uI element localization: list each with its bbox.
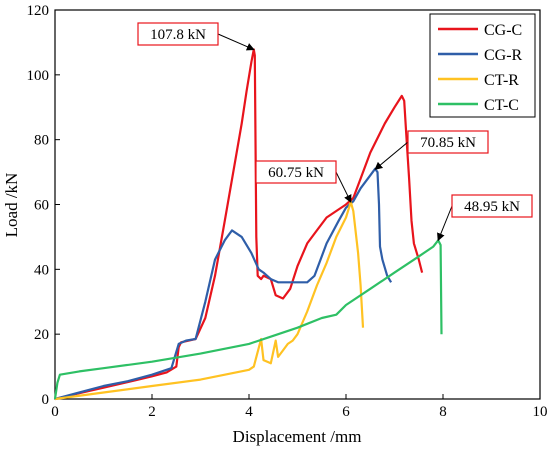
y-tick-label: 20 [34, 327, 49, 343]
annotation-box [407, 130, 489, 154]
x-tick-label: 2 [148, 404, 156, 420]
series-line-cg-c [54, 48, 424, 401]
series-line-cg-r [54, 167, 393, 401]
annotation-arrow [437, 205, 453, 242]
x-axis-title: Displacement /mm [233, 427, 362, 446]
y-tick-label: 60 [34, 198, 49, 214]
annotation-box [451, 194, 533, 218]
legend-box [429, 13, 536, 118]
legend-label: CT-R [484, 72, 519, 89]
x-tick-label: 8 [439, 404, 447, 420]
annotation-label: 107.8 kN [150, 27, 206, 43]
legend-label: CT-C [484, 97, 519, 114]
y-axis-ticks: 0 20 40 60 80 100 120 [27, 3, 60, 408]
annotation-label: 48.95 kN [464, 199, 520, 215]
x-tick-label: 10 [533, 404, 548, 420]
x-axis-ticks: 0 2 4 6 8 10 [51, 394, 548, 420]
y-tick-label: 80 [34, 133, 49, 149]
y-axis-title: Load /kN [2, 173, 21, 238]
y-tick-label: 0 [42, 392, 50, 408]
y-tick-label: 40 [34, 262, 49, 278]
annotation-arrow [374, 141, 409, 170]
series-lines [53, 48, 443, 401]
annotation-label: 60.75 kN [268, 165, 324, 181]
x-tick-label: 0 [51, 404, 59, 420]
series-line-ct-r [54, 201, 365, 401]
annotation-label: 70.85 kN [420, 135, 476, 151]
annotations: 107.8 kN 70.85 kN 60.75 kN 48.95 kN [137, 22, 533, 242]
legend-label: CG-C [484, 22, 522, 39]
annotation-arrow [335, 171, 352, 203]
legend-label: CG-R [484, 47, 523, 64]
annotation-box [255, 160, 337, 184]
x-tick-label: 6 [342, 404, 350, 420]
annotation-arrow [217, 33, 255, 51]
series-line-ct-c [53, 239, 443, 400]
y-tick-label: 120 [27, 3, 50, 19]
annotation-box [137, 22, 219, 46]
y-tick-label: 100 [27, 68, 50, 84]
legend: CG-C CG-R CT-R CT-C [429, 13, 536, 118]
x-tick-label: 4 [245, 404, 253, 420]
